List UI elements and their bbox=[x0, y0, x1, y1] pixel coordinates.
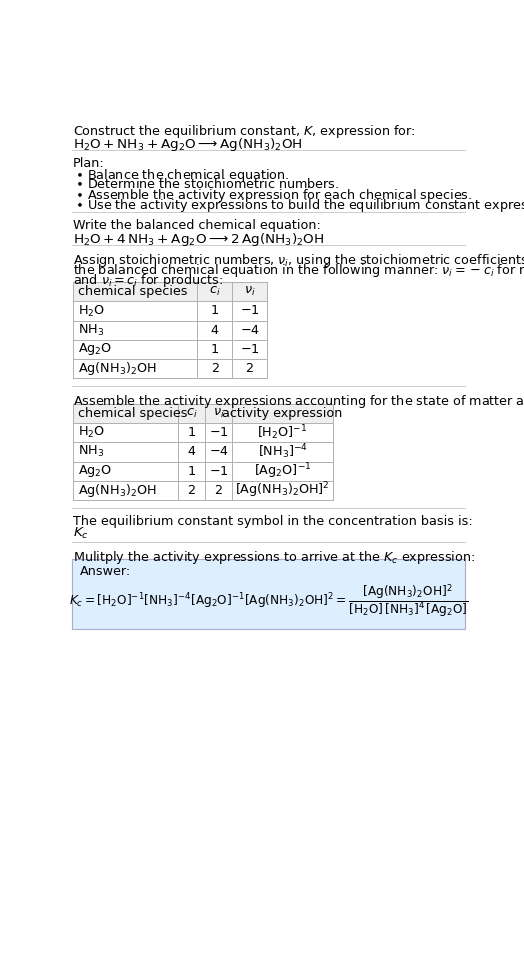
Text: $\nu_i$: $\nu_i$ bbox=[244, 286, 255, 298]
FancyBboxPatch shape bbox=[73, 320, 267, 340]
Text: 1: 1 bbox=[211, 305, 219, 317]
FancyBboxPatch shape bbox=[73, 481, 333, 500]
Text: $-1$: $-1$ bbox=[239, 343, 259, 356]
Text: activity expression: activity expression bbox=[222, 407, 343, 420]
Text: chemical species: chemical species bbox=[78, 286, 188, 298]
Text: $\bullet$ Balance the chemical equation.: $\bullet$ Balance the chemical equation. bbox=[75, 167, 289, 184]
Text: Mulitply the activity expressions to arrive at the $K_c$ expression:: Mulitply the activity expressions to arr… bbox=[73, 548, 475, 565]
Text: Plan:: Plan: bbox=[73, 156, 105, 170]
Text: $[\mathrm{Ag(NH_3)_2OH}]^{2}$: $[\mathrm{Ag(NH_3)_2OH}]^{2}$ bbox=[235, 481, 330, 500]
Text: $2$: $2$ bbox=[245, 362, 254, 375]
Text: Answer:: Answer: bbox=[80, 565, 130, 578]
Text: $c_i$: $c_i$ bbox=[185, 407, 197, 420]
Text: Assemble the activity expressions accounting for the state of matter and $\nu_i$: Assemble the activity expressions accoun… bbox=[73, 393, 524, 410]
Text: $[\mathrm{NH_3}]^{-4}$: $[\mathrm{NH_3}]^{-4}$ bbox=[257, 443, 308, 461]
Text: The equilibrium constant symbol in the concentration basis is:: The equilibrium constant symbol in the c… bbox=[73, 514, 473, 528]
Text: $\mathrm{NH_3}$: $\mathrm{NH_3}$ bbox=[78, 322, 104, 338]
Text: $-4$: $-4$ bbox=[239, 323, 259, 337]
FancyBboxPatch shape bbox=[72, 560, 465, 628]
FancyBboxPatch shape bbox=[73, 461, 333, 481]
Text: Construct the equilibrium constant, $K$, expression for:: Construct the equilibrium constant, $K$,… bbox=[73, 124, 416, 141]
Text: 1: 1 bbox=[211, 343, 219, 356]
Text: 2: 2 bbox=[211, 362, 219, 375]
Text: $K_c = [\mathrm{H_2O}]^{-1} [\mathrm{NH_3}]^{-4} [\mathrm{Ag_2O}]^{-1} [\mathrm{: $K_c = [\mathrm{H_2O}]^{-1} [\mathrm{NH_… bbox=[69, 583, 468, 620]
Text: and $\nu_i = c_i$ for products:: and $\nu_i = c_i$ for products: bbox=[73, 272, 223, 290]
FancyBboxPatch shape bbox=[73, 301, 267, 320]
Text: $\mathrm{Ag_2O}$: $\mathrm{Ag_2O}$ bbox=[78, 342, 112, 357]
FancyBboxPatch shape bbox=[73, 442, 333, 461]
Text: 2: 2 bbox=[188, 483, 195, 497]
Text: $2$: $2$ bbox=[214, 483, 223, 497]
FancyBboxPatch shape bbox=[73, 423, 333, 442]
FancyBboxPatch shape bbox=[73, 340, 267, 359]
Text: $[\mathrm{Ag_2O}]^{-1}$: $[\mathrm{Ag_2O}]^{-1}$ bbox=[254, 461, 311, 481]
Text: 1: 1 bbox=[188, 465, 195, 478]
Text: $\mathrm{Ag(NH_3)_2OH}$: $\mathrm{Ag(NH_3)_2OH}$ bbox=[78, 482, 157, 499]
FancyBboxPatch shape bbox=[73, 359, 267, 378]
Text: $\bullet$ Use the activity expressions to build the equilibrium constant express: $\bullet$ Use the activity expressions t… bbox=[75, 198, 524, 214]
Text: $-1$: $-1$ bbox=[209, 427, 228, 439]
Text: $\mathrm{NH_3}$: $\mathrm{NH_3}$ bbox=[78, 444, 104, 459]
Text: $\mathrm{Ag(NH_3)_2OH}$: $\mathrm{Ag(NH_3)_2OH}$ bbox=[78, 360, 157, 377]
Text: 1: 1 bbox=[188, 427, 195, 439]
Text: $K_c$: $K_c$ bbox=[73, 526, 89, 541]
FancyBboxPatch shape bbox=[73, 282, 267, 301]
FancyBboxPatch shape bbox=[73, 403, 333, 423]
Text: $\bullet$ Assemble the activity expression for each chemical species.: $\bullet$ Assemble the activity expressi… bbox=[75, 187, 472, 205]
Text: $-1$: $-1$ bbox=[239, 305, 259, 317]
Text: Assign stoichiometric numbers, $\nu_i$, using the stoichiometric coefficients, $: Assign stoichiometric numbers, $\nu_i$, … bbox=[73, 252, 524, 269]
Text: $[\mathrm{H_2O}]^{-1}$: $[\mathrm{H_2O}]^{-1}$ bbox=[257, 424, 308, 442]
Text: $-4$: $-4$ bbox=[209, 446, 228, 458]
Text: $\mathrm{H_2O}$: $\mathrm{H_2O}$ bbox=[78, 303, 105, 318]
Text: $\bullet$ Determine the stoichiometric numbers.: $\bullet$ Determine the stoichiometric n… bbox=[75, 178, 339, 191]
Text: $\mathrm{Ag_2O}$: $\mathrm{Ag_2O}$ bbox=[78, 463, 112, 480]
Text: $-1$: $-1$ bbox=[209, 465, 228, 478]
Text: chemical species: chemical species bbox=[78, 407, 188, 420]
Text: $\nu_i$: $\nu_i$ bbox=[213, 407, 224, 420]
Text: $\mathrm{H_2O + 4\,NH_3 + Ag_2O} \longrightarrow \mathrm{2\,Ag(NH_3)_2OH}$: $\mathrm{H_2O + 4\,NH_3 + Ag_2O} \longri… bbox=[73, 231, 324, 248]
Text: $\mathrm{H_2O}$: $\mathrm{H_2O}$ bbox=[78, 426, 105, 440]
Text: 4: 4 bbox=[211, 323, 219, 337]
Text: Write the balanced chemical equation:: Write the balanced chemical equation: bbox=[73, 219, 321, 232]
Text: the balanced chemical equation in the following manner: $\nu_i = -c_i$ for react: the balanced chemical equation in the fo… bbox=[73, 262, 524, 279]
Text: $c_i$: $c_i$ bbox=[209, 286, 221, 298]
Text: 4: 4 bbox=[188, 446, 195, 458]
Text: $\mathrm{H_2O + NH_3 + Ag_2O} \longrightarrow \mathrm{Ag(NH_3)_2OH}$: $\mathrm{H_2O + NH_3 + Ag_2O} \longright… bbox=[73, 136, 303, 152]
